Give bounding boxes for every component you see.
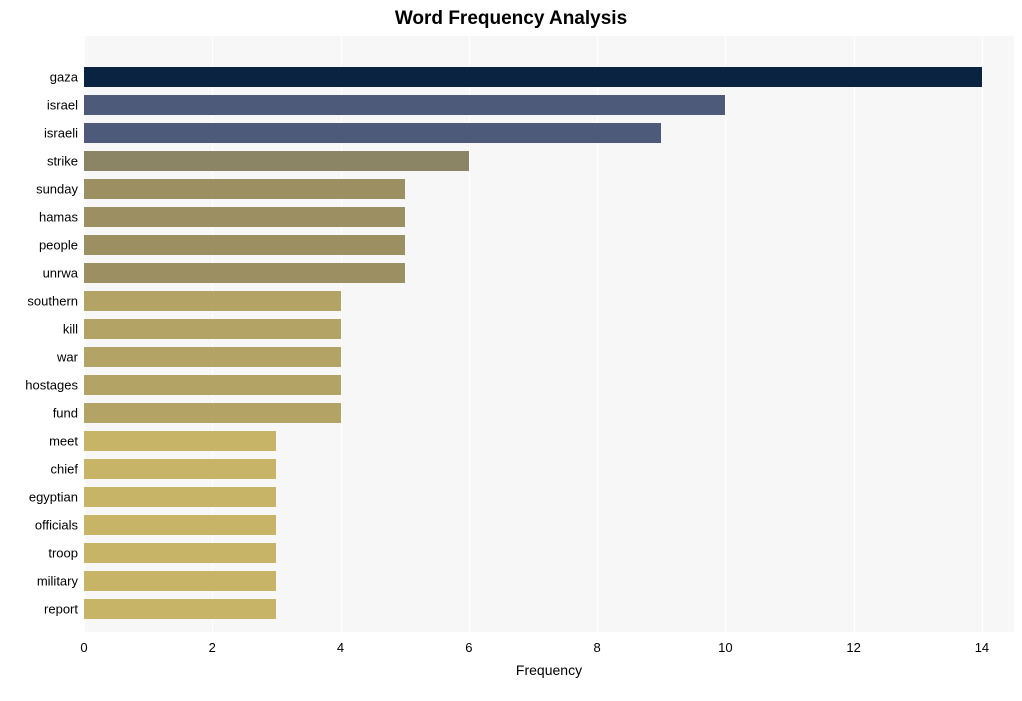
y-tick-label: israeli — [44, 126, 78, 141]
bar-row — [84, 599, 276, 619]
bar — [84, 151, 469, 171]
y-tick-label: chief — [51, 462, 78, 477]
bar-row — [84, 95, 725, 115]
y-tick-label: gaza — [50, 70, 78, 85]
bar — [84, 431, 276, 451]
bar — [84, 347, 341, 367]
x-tick-label: 6 — [465, 640, 472, 655]
x-tick-label: 12 — [846, 640, 860, 655]
y-tick-label: unrwa — [43, 266, 78, 281]
bar-row — [84, 459, 276, 479]
bar-row — [84, 487, 276, 507]
y-tick-label: kill — [63, 322, 78, 337]
bar — [84, 319, 341, 339]
y-tick-label: meet — [49, 434, 78, 449]
y-tick-label: hamas — [39, 210, 78, 225]
bar-row — [84, 347, 341, 367]
x-tick-label: 8 — [593, 640, 600, 655]
bar-row — [84, 207, 405, 227]
x-axis-label: Frequency — [516, 662, 582, 678]
y-tick-label: strike — [47, 154, 78, 169]
bar-row — [84, 431, 276, 451]
bar-row — [84, 571, 276, 591]
bar — [84, 123, 661, 143]
y-tick-label: southern — [27, 294, 78, 309]
bar — [84, 235, 405, 255]
bar-row — [84, 319, 341, 339]
y-tick-label: military — [37, 574, 78, 589]
bar — [84, 403, 341, 423]
bar-row — [84, 235, 405, 255]
bar-row — [84, 403, 341, 423]
x-tick-label: 14 — [975, 640, 989, 655]
bar-row — [84, 543, 276, 563]
bar — [84, 67, 982, 87]
bar — [84, 599, 276, 619]
y-tick-label: hostages — [25, 378, 78, 393]
bar-row — [84, 375, 341, 395]
chart-title: Word Frequency Analysis — [0, 0, 1022, 30]
bar — [84, 543, 276, 563]
bar — [84, 179, 405, 199]
grid-line — [725, 36, 726, 632]
y-tick-label: war — [57, 350, 78, 365]
bar — [84, 207, 405, 227]
bar — [84, 291, 341, 311]
chart-container: Word Frequency Analysis Frequency 024681… — [0, 0, 1022, 701]
x-tick-label: 4 — [337, 640, 344, 655]
y-tick-label: sunday — [36, 182, 78, 197]
bar — [84, 263, 405, 283]
bar — [84, 375, 341, 395]
y-tick-label: israel — [47, 98, 78, 113]
bar-row — [84, 263, 405, 283]
y-tick-label: troop — [48, 546, 78, 561]
bar-row — [84, 151, 469, 171]
x-tick-label: 0 — [80, 640, 87, 655]
bar-row — [84, 123, 661, 143]
y-tick-label: officials — [35, 518, 78, 533]
y-tick-label: report — [44, 602, 78, 617]
x-tick-label: 10 — [718, 640, 732, 655]
bar — [84, 95, 725, 115]
y-tick-label: people — [39, 238, 78, 253]
plot-area: Frequency 02468101214gazaisraelisraelist… — [84, 36, 1014, 632]
y-tick-label: egyptian — [29, 490, 78, 505]
bar-row — [84, 179, 405, 199]
grid-line — [854, 36, 855, 632]
bar — [84, 515, 276, 535]
bar — [84, 459, 276, 479]
bar-row — [84, 515, 276, 535]
grid-line — [982, 36, 983, 632]
bar — [84, 571, 276, 591]
y-tick-label: fund — [53, 406, 78, 421]
bar-row — [84, 67, 982, 87]
bar — [84, 487, 276, 507]
x-tick-label: 2 — [209, 640, 216, 655]
bar-row — [84, 291, 341, 311]
